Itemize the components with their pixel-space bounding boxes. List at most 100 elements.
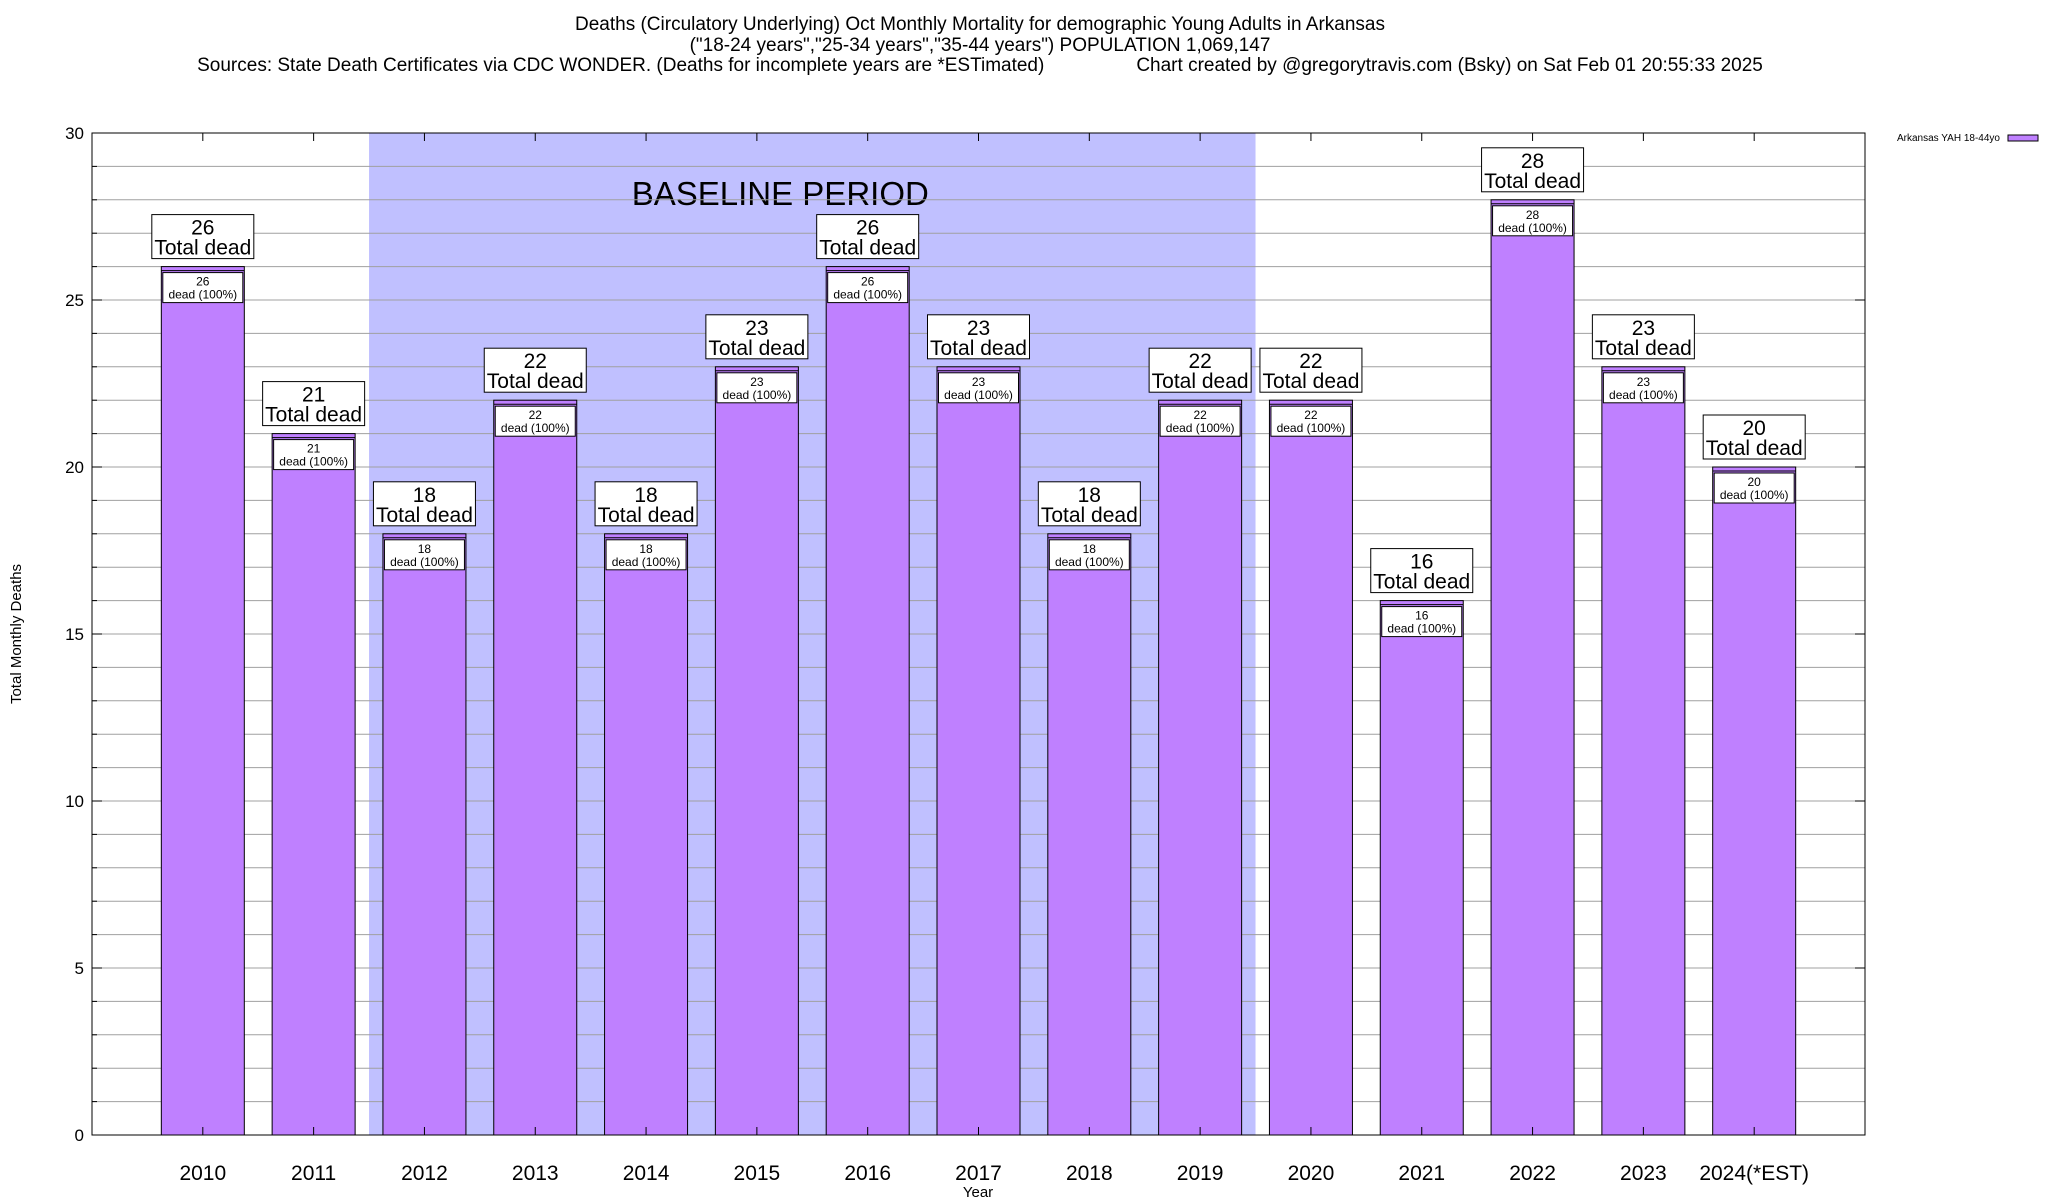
bar	[271, 433, 356, 1136]
total-text-label: Total dead	[930, 337, 1027, 360]
inner-count-label: 23	[1637, 375, 1651, 389]
x-tick-label: 2013	[512, 1162, 559, 1185]
x-tick-label: 2011	[291, 1162, 336, 1185]
inner-count-label: 21	[307, 442, 321, 456]
inner-percent-label: dead (100%)	[168, 288, 237, 302]
x-tick-label: 2016	[844, 1162, 891, 1185]
inner-percent-label: dead (100%)	[944, 388, 1013, 402]
inner-percent-label: dead (100%)	[1720, 488, 1789, 502]
total-count-label: 23	[967, 317, 990, 340]
total-count-label: 22	[524, 350, 547, 373]
baseline-period-label: BASELINE PERIOD	[632, 175, 929, 212]
total-label-box	[1591, 314, 1695, 360]
total-text-label: Total dead	[154, 237, 251, 260]
total-text-label: Total dead	[487, 370, 584, 393]
y-tick-label: 5	[75, 959, 84, 978]
bar	[604, 533, 689, 1136]
plot-frame	[91, 132, 1866, 1136]
x-tick-label: 2010	[179, 1162, 226, 1185]
inner-label-box	[1270, 405, 1352, 437]
inner-count-label: 26	[861, 275, 875, 289]
total-label-box	[927, 314, 1030, 360]
total-count-label: 18	[1078, 484, 1101, 507]
inner-percent-label: dead (100%)	[1498, 221, 1567, 235]
total-count-label: 23	[1632, 317, 1655, 340]
bar	[825, 266, 910, 1136]
legend-layer: Arkansas YAH 18-44yo	[1897, 133, 2039, 144]
total-count-label: 18	[634, 484, 657, 507]
bar	[714, 366, 799, 1136]
total-text-label: Total dead	[1262, 370, 1359, 393]
total-text-label: Total dead	[376, 504, 473, 527]
y-tick-label: 15	[65, 625, 84, 644]
x-tick-label: 2021	[1398, 1162, 1445, 1185]
x-tick-label: 2017	[955, 1162, 1002, 1185]
inner-label-box	[494, 405, 576, 437]
inner-label-box	[827, 272, 909, 304]
inner-percent-label: dead (100%)	[1387, 622, 1456, 636]
chart-title: Deaths (Circulatory Underlying) Oct Mont…	[575, 14, 1385, 35]
x-tick-label: 2018	[1066, 1162, 1113, 1185]
total-label-box	[1259, 347, 1363, 393]
x-tick-label: 2019	[1177, 1162, 1224, 1185]
inner-count-label: 23	[972, 375, 986, 389]
inner-percent-label: dead (100%)	[1609, 388, 1678, 402]
total-count-label: 20	[1743, 417, 1766, 440]
credit-text: Chart created by @gregorytravis.com (Bsk…	[1136, 55, 1763, 76]
inner-count-label: 28	[1526, 208, 1540, 222]
inner-percent-label: dead (100%)	[612, 555, 681, 569]
bar	[1047, 533, 1132, 1136]
x-tick-label: 2022	[1509, 1162, 1556, 1185]
bar	[1268, 399, 1353, 1136]
y-tick-label: 10	[65, 792, 84, 811]
total-label-box	[1037, 481, 1141, 527]
bar	[493, 399, 578, 1136]
inner-label-box	[1381, 606, 1463, 638]
bar	[936, 366, 1021, 1136]
total-label-box	[1702, 414, 1806, 460]
x-tick-label: 2020	[1288, 1162, 1335, 1185]
total-label-box	[1148, 347, 1252, 393]
total-label-box	[816, 214, 920, 260]
total-text-label: Total dead	[1152, 370, 1249, 393]
total-label-box	[483, 347, 587, 393]
inner-percent-label: dead (100%)	[1166, 421, 1235, 435]
total-text-label: Total dead	[1373, 571, 1470, 594]
inner-count-label: 22	[529, 408, 543, 422]
x-tick-label: 2015	[734, 1162, 781, 1185]
inner-count-label: 20	[1748, 475, 1762, 489]
bar	[1712, 466, 1797, 1136]
x-tick-label: 2023	[1620, 1162, 1667, 1185]
bar	[1490, 199, 1575, 1136]
total-count-label: 22	[1188, 350, 1211, 373]
x-tick-label: 2024(*EST)	[1699, 1162, 1809, 1185]
total-text-label: Total dead	[1041, 504, 1138, 527]
chart-subtitle: ("18-24 years","25-34 years","35-44 year…	[689, 35, 1271, 56]
total-count-label: 22	[1299, 350, 1322, 373]
total-count-label: 23	[745, 317, 768, 340]
total-label-box	[372, 481, 476, 527]
x-tick-label: 2012	[401, 1162, 448, 1185]
inner-percent-label: dead (100%)	[501, 421, 570, 435]
total-count-label: 21	[302, 384, 325, 407]
inner-label-box	[716, 372, 798, 404]
total-label-box	[705, 314, 809, 360]
inner-count-label: 18	[1083, 542, 1097, 556]
inner-label-box	[383, 539, 465, 571]
inner-count-label: 26	[196, 275, 210, 289]
inner-count-label: 22	[1193, 408, 1207, 422]
x-tick-label: 2014	[623, 1162, 670, 1185]
inner-percent-label: dead (100%)	[390, 555, 459, 569]
bar	[1601, 366, 1686, 1136]
inner-label-box	[162, 272, 244, 304]
inner-label-box	[938, 372, 1019, 404]
bar	[1379, 600, 1464, 1136]
inner-label-box	[1048, 539, 1130, 571]
total-label-box	[262, 381, 366, 427]
total-count-label: 28	[1521, 150, 1544, 173]
legend-label: Arkansas YAH 18-44yo	[1897, 133, 2000, 144]
total-label-box	[1481, 147, 1585, 193]
total-text-label: Total dead	[1595, 337, 1692, 360]
